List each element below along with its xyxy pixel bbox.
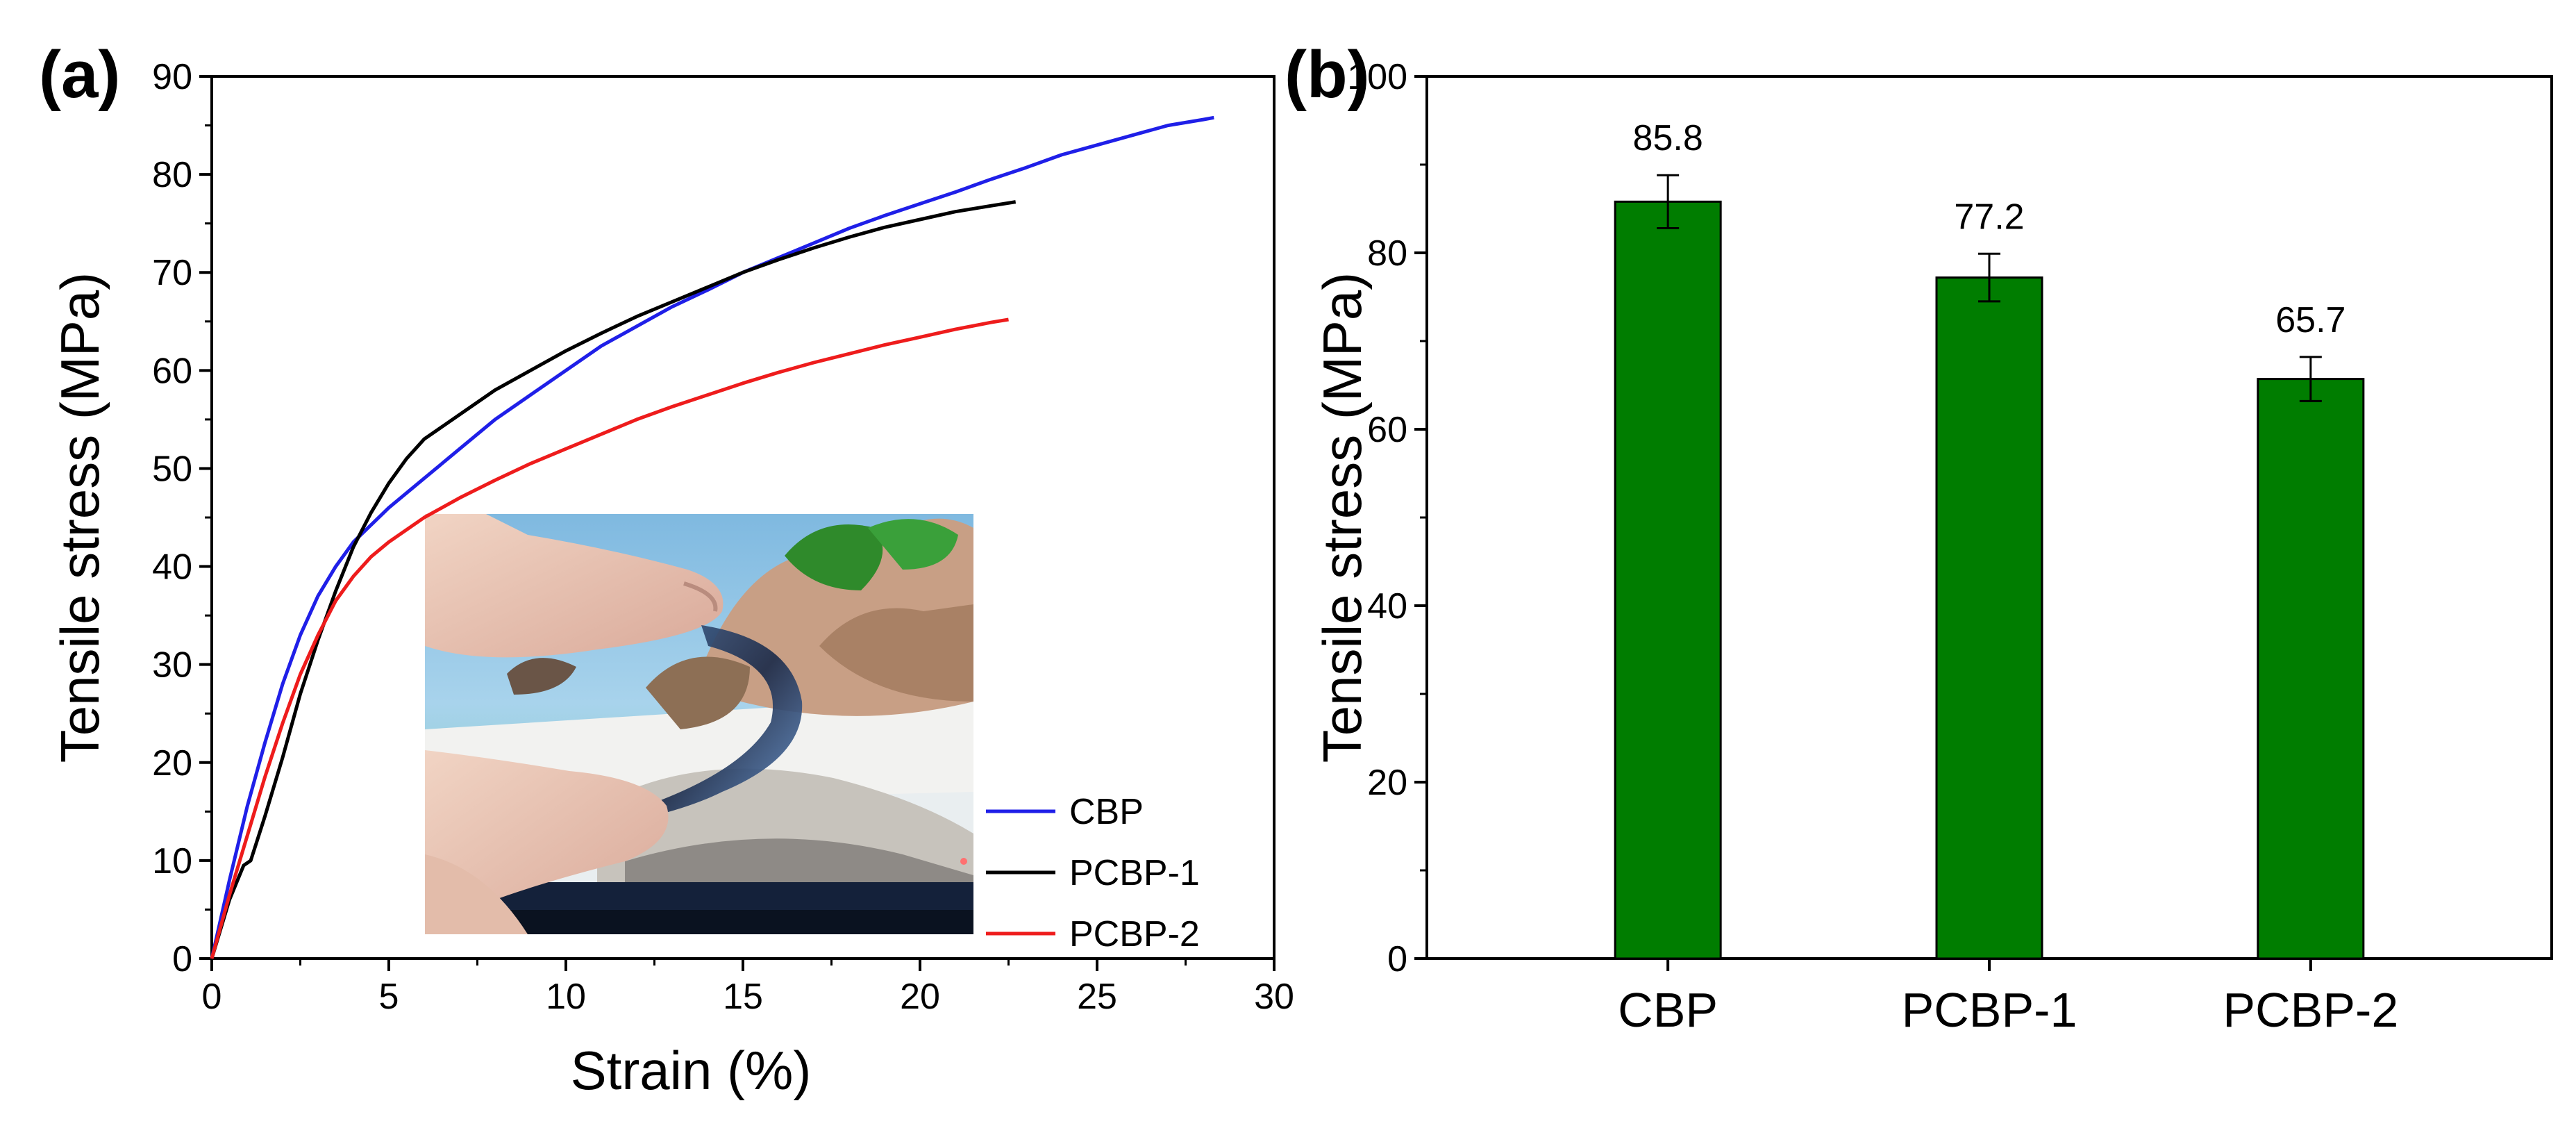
- x-tick-label: 5: [379, 977, 399, 1017]
- x-tick-label: 15: [723, 977, 763, 1017]
- y-tick-label: 60: [1367, 410, 1407, 450]
- panel-b: (b) 0 20 40 60 80 100 85.8 CBP 77.2 PCBP-1 65.7 PC…: [1285, 38, 2553, 1037]
- legend-label: PCBP-2: [1069, 914, 1200, 954]
- plot-a-legend: CBP PCBP-1 PCBP-2: [986, 792, 1200, 954]
- y-tick-label: 70: [152, 253, 192, 293]
- x-tick-label: 30: [1254, 977, 1294, 1017]
- plot-b-y-axis-title: Tensile stress (MPa): [1312, 272, 1373, 763]
- legend-label: CBP: [1069, 792, 1144, 832]
- y-tick-label: 20: [152, 743, 192, 784]
- bar-cbp: [1614, 200, 1722, 960]
- y-tick-label: 40: [152, 547, 192, 588]
- y-tick-label: 80: [152, 155, 192, 195]
- y-tick-label: 10: [152, 841, 192, 881]
- bar-pcbp-1: [1935, 276, 2043, 960]
- panel-b-label: (b): [1285, 38, 1370, 112]
- series-line-pcbp-1: [210, 200, 1017, 959]
- bar-pcbp-2: [2257, 378, 2365, 960]
- y-tick-label: 0: [172, 939, 192, 979]
- y-tick-label: 80: [1367, 233, 1407, 274]
- x-tick-label: 0: [202, 977, 222, 1017]
- y-tick-label: 90: [152, 57, 192, 97]
- series-line-cbp: [210, 115, 1214, 959]
- plot-b-ticks: 0 20 40 60 80 100: [1347, 57, 1427, 979]
- y-tick-label: 100: [1347, 57, 1407, 97]
- inset-photo: [425, 514, 973, 934]
- x-tick-label: 25: [1077, 977, 1117, 1017]
- panel-a-label: (a): [39, 38, 120, 112]
- x-tick-label: 20: [900, 977, 940, 1017]
- x-category-label: CBP: [1618, 983, 1718, 1037]
- plot-a-x-axis-title: Strain (%): [571, 1040, 812, 1101]
- legend-label: PCBP-1: [1069, 853, 1200, 893]
- y-tick-label: 40: [1367, 586, 1407, 627]
- x-category-label: PCBP-1: [1902, 983, 2077, 1037]
- series-line-pcbp-2: [210, 317, 1009, 959]
- y-tick-label: 0: [1387, 939, 1407, 979]
- y-tick-label: 30: [152, 645, 192, 686]
- bar-value-label: 77.2: [1954, 197, 2024, 237]
- bar-value-label: 85.8: [1633, 118, 1703, 158]
- plot-b-bars: 85.8 CBP 77.2 PCBP-1 65.7 PCBP-2: [1614, 118, 2398, 1037]
- plot-a-ticks: 0 5 10 15 20 25 30 0 10 20 30 40 50 60 70 80 90: [152, 57, 1294, 1017]
- y-tick-label: 20: [1367, 763, 1407, 803]
- bar-value-label: 65.7: [2275, 300, 2345, 340]
- y-tick-label: 50: [152, 449, 192, 489]
- plot-a-y-axis-title: Tensile stress (MPa): [49, 272, 110, 763]
- x-tick-label: 10: [546, 977, 586, 1017]
- x-category-label: PCBP-2: [2223, 983, 2398, 1037]
- y-tick-label: 60: [152, 351, 192, 391]
- plot-a-series: [210, 115, 1214, 959]
